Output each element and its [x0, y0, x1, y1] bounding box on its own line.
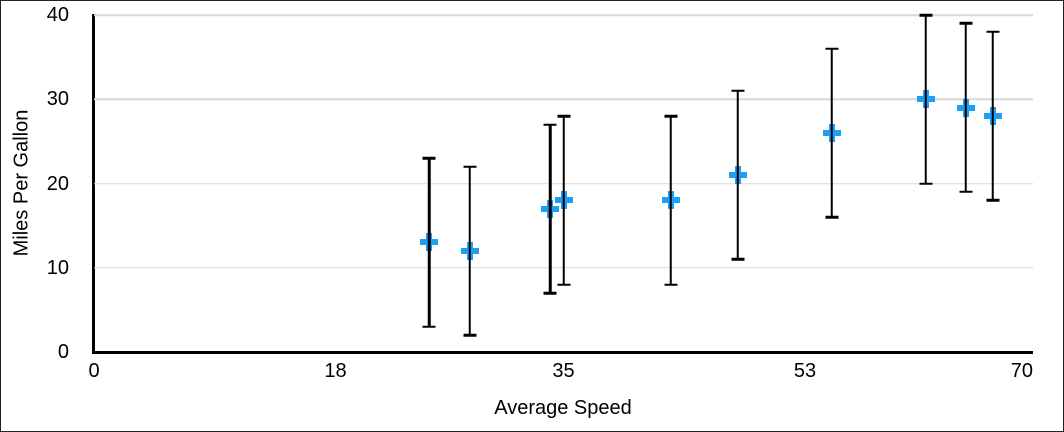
error-bar-cap [986, 30, 1000, 34]
error-bar [428, 158, 431, 327]
y-tick-label: 30 [46, 88, 69, 111]
x-tick-label: 70 [1010, 360, 1033, 382]
error-bar [736, 90, 740, 260]
gridline [94, 14, 1033, 16]
error-bar-cap [825, 47, 839, 50]
error-bar-cap [543, 123, 557, 126]
error-bar-cap [959, 22, 973, 25]
error-bar-cap [731, 258, 745, 261]
plot-area [94, 13, 1033, 352]
error-bar-cap [959, 190, 973, 194]
error-bar-cap [557, 114, 570, 118]
error-bar [964, 23, 968, 192]
error-bar-cap [825, 215, 839, 219]
error-bar-cap [422, 156, 436, 160]
error-bar-cap [463, 333, 477, 337]
x-tick-label: 0 [88, 360, 100, 382]
error-bar-cap [986, 199, 1000, 202]
error-bar-cap [664, 114, 678, 118]
y-tick-label: 10 [46, 256, 69, 279]
x-tick-label: 53 [793, 360, 817, 382]
error-bar-cap [731, 89, 745, 93]
error-bar-cap [919, 182, 933, 185]
error-bar [562, 116, 565, 285]
x-axis-title: Average Speed [494, 397, 632, 419]
error-bar-cap [919, 13, 933, 17]
y-tick-label: 20 [46, 172, 69, 195]
error-bar-cap [422, 325, 436, 328]
error-bar [830, 48, 834, 218]
x-tick-label: 18 [324, 360, 347, 382]
error-bar [548, 124, 552, 294]
y-tick-label: 0 [57, 341, 69, 363]
error-bar-cap [463, 165, 477, 168]
error-bar [669, 116, 673, 285]
error-bar-cap [664, 283, 678, 286]
y-axis-line [92, 14, 95, 354]
error-bar-cap [557, 283, 570, 286]
error-bar-cap [543, 291, 557, 295]
y-tick-label: 40 [46, 4, 69, 26]
error-bar [468, 166, 471, 336]
gridline [94, 98, 1033, 100]
x-axis-line [92, 351, 1033, 354]
error-bar [991, 31, 994, 201]
x-tick-label: 35 [552, 360, 575, 382]
error-bar [924, 15, 927, 184]
